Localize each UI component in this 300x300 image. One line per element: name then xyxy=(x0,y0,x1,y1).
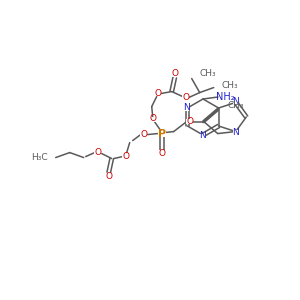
FancyBboxPatch shape xyxy=(94,150,101,155)
Text: N: N xyxy=(200,131,206,140)
FancyBboxPatch shape xyxy=(158,150,165,155)
Text: CH₃: CH₃ xyxy=(228,101,244,110)
FancyBboxPatch shape xyxy=(200,134,206,139)
FancyBboxPatch shape xyxy=(186,119,193,124)
FancyBboxPatch shape xyxy=(140,132,147,137)
FancyBboxPatch shape xyxy=(122,154,129,159)
Text: CH₃: CH₃ xyxy=(222,81,238,90)
Text: O: O xyxy=(149,114,156,123)
FancyBboxPatch shape xyxy=(105,173,112,178)
Text: O: O xyxy=(171,69,178,78)
Text: P: P xyxy=(158,129,166,139)
Text: O: O xyxy=(182,93,189,102)
FancyBboxPatch shape xyxy=(149,117,156,122)
FancyBboxPatch shape xyxy=(158,130,166,136)
Text: O: O xyxy=(154,89,161,98)
Text: NH₂: NH₂ xyxy=(216,92,234,102)
FancyBboxPatch shape xyxy=(182,95,189,100)
FancyBboxPatch shape xyxy=(183,106,189,110)
Text: N: N xyxy=(232,97,239,106)
FancyBboxPatch shape xyxy=(233,99,239,104)
Text: CH₃: CH₃ xyxy=(200,69,216,78)
Text: O: O xyxy=(105,172,112,181)
FancyBboxPatch shape xyxy=(233,130,239,135)
Text: O: O xyxy=(94,148,101,157)
Text: O: O xyxy=(122,152,129,161)
Text: H₃C: H₃C xyxy=(31,153,48,162)
Text: N: N xyxy=(232,128,239,137)
Text: O: O xyxy=(140,130,147,139)
Text: O: O xyxy=(158,149,165,158)
FancyBboxPatch shape xyxy=(171,72,178,77)
Text: N: N xyxy=(183,103,190,112)
FancyBboxPatch shape xyxy=(154,91,161,96)
Text: O: O xyxy=(186,117,193,126)
